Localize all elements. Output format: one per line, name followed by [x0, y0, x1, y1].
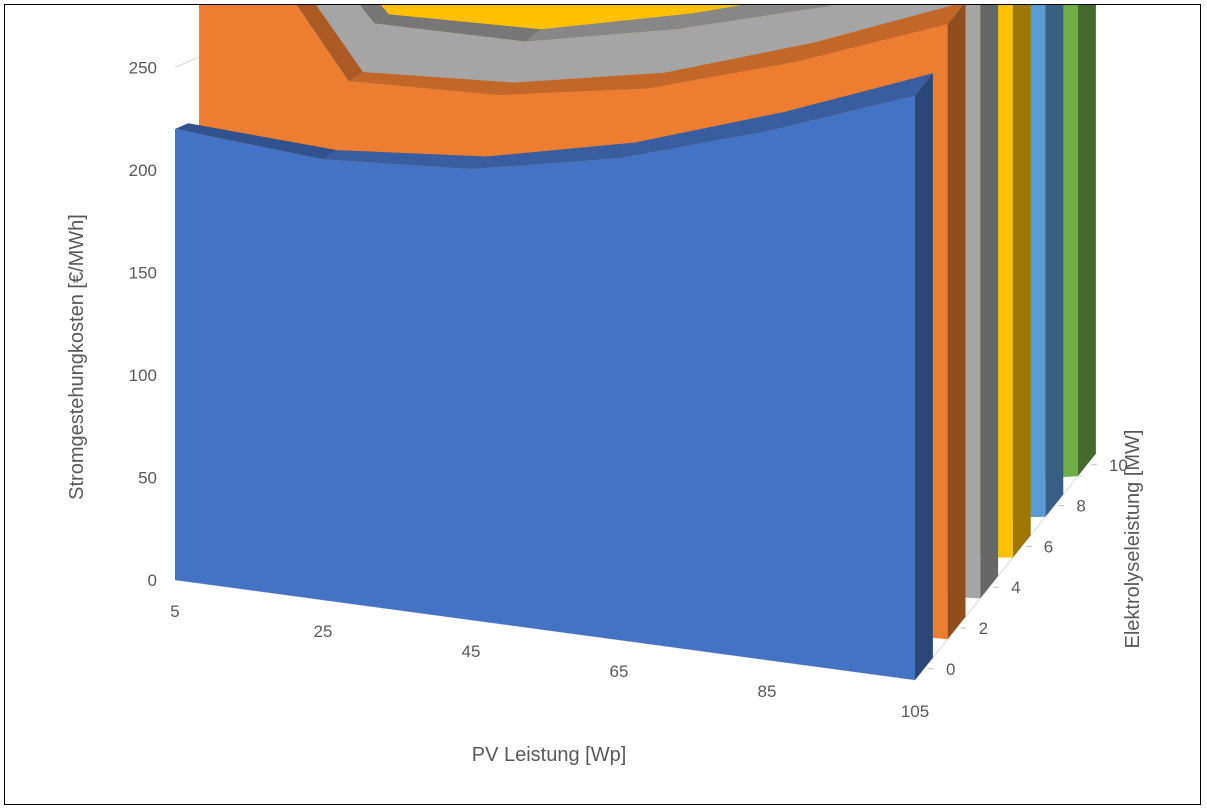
series-top-face: [619, 112, 784, 159]
y-tick-label: 50: [138, 469, 157, 488]
series-top-face: [797, 5, 963, 62]
series-top-face: [374, 14, 541, 42]
y-tick-label: 150: [129, 264, 157, 283]
chart-3d-area: 0501001502002503003504005254565851050246…: [66, 5, 1144, 766]
series-top-face: [471, 142, 635, 169]
x-tick-label: 105: [901, 702, 929, 721]
ribbon-layer: [175, 5, 1096, 681]
z-tick-label: 10: [1109, 456, 1128, 475]
y-tick-label: 200: [129, 161, 157, 180]
x-tick-label: 45: [462, 642, 481, 661]
series-top-face: [296, 5, 363, 82]
y-tick-label: 0: [148, 571, 157, 590]
chart-frame: 0501001502002503003504005254565851050246…: [4, 4, 1201, 805]
series-ribbon-0: [175, 73, 933, 681]
x-tick-label: 65: [610, 662, 629, 681]
series-top-face: [767, 73, 933, 132]
series-top-face: [677, 5, 830, 30]
series-top-face: [359, 5, 389, 24]
x-axis-title: PV Leistung [Wp]: [472, 744, 627, 766]
x-tick-label: 85: [758, 682, 777, 701]
label-layer: 0501001502002503003504005254565851050246…: [129, 59, 1128, 722]
series-end-cap: [980, 5, 999, 599]
x-tick-label: 25: [314, 622, 333, 641]
series-top-face: [175, 123, 338, 160]
z-axis-title: Elektrolyseleistung [MW]: [1122, 430, 1144, 649]
z-tick-label: 8: [1076, 497, 1085, 516]
series-top-face: [348, 72, 514, 96]
series-top-face: [498, 72, 665, 96]
series-top-face: [525, 13, 694, 42]
series-end-cap: [915, 73, 933, 681]
series-top-face: [828, 5, 833, 7]
x-tick-label: 5: [170, 602, 179, 621]
z-tick-label: 2: [979, 619, 988, 638]
z-tick-label: 0: [946, 660, 955, 679]
series-end-cap: [1012, 5, 1031, 558]
y-tick-label: 250: [129, 59, 157, 78]
y-tick-label: 100: [129, 366, 157, 385]
series-front-face: [175, 95, 915, 681]
series-top-face: [648, 42, 815, 89]
z-tick-label: 4: [1011, 578, 1020, 597]
series-end-cap: [947, 5, 966, 640]
series-end-cap: [1045, 5, 1064, 517]
series-end-cap: [1078, 5, 1096, 476]
z-tick-label: 6: [1044, 537, 1053, 556]
series-top-face: [323, 150, 487, 169]
y-axis-title: Stromgestehungkosten [€/MWh]: [66, 214, 88, 500]
